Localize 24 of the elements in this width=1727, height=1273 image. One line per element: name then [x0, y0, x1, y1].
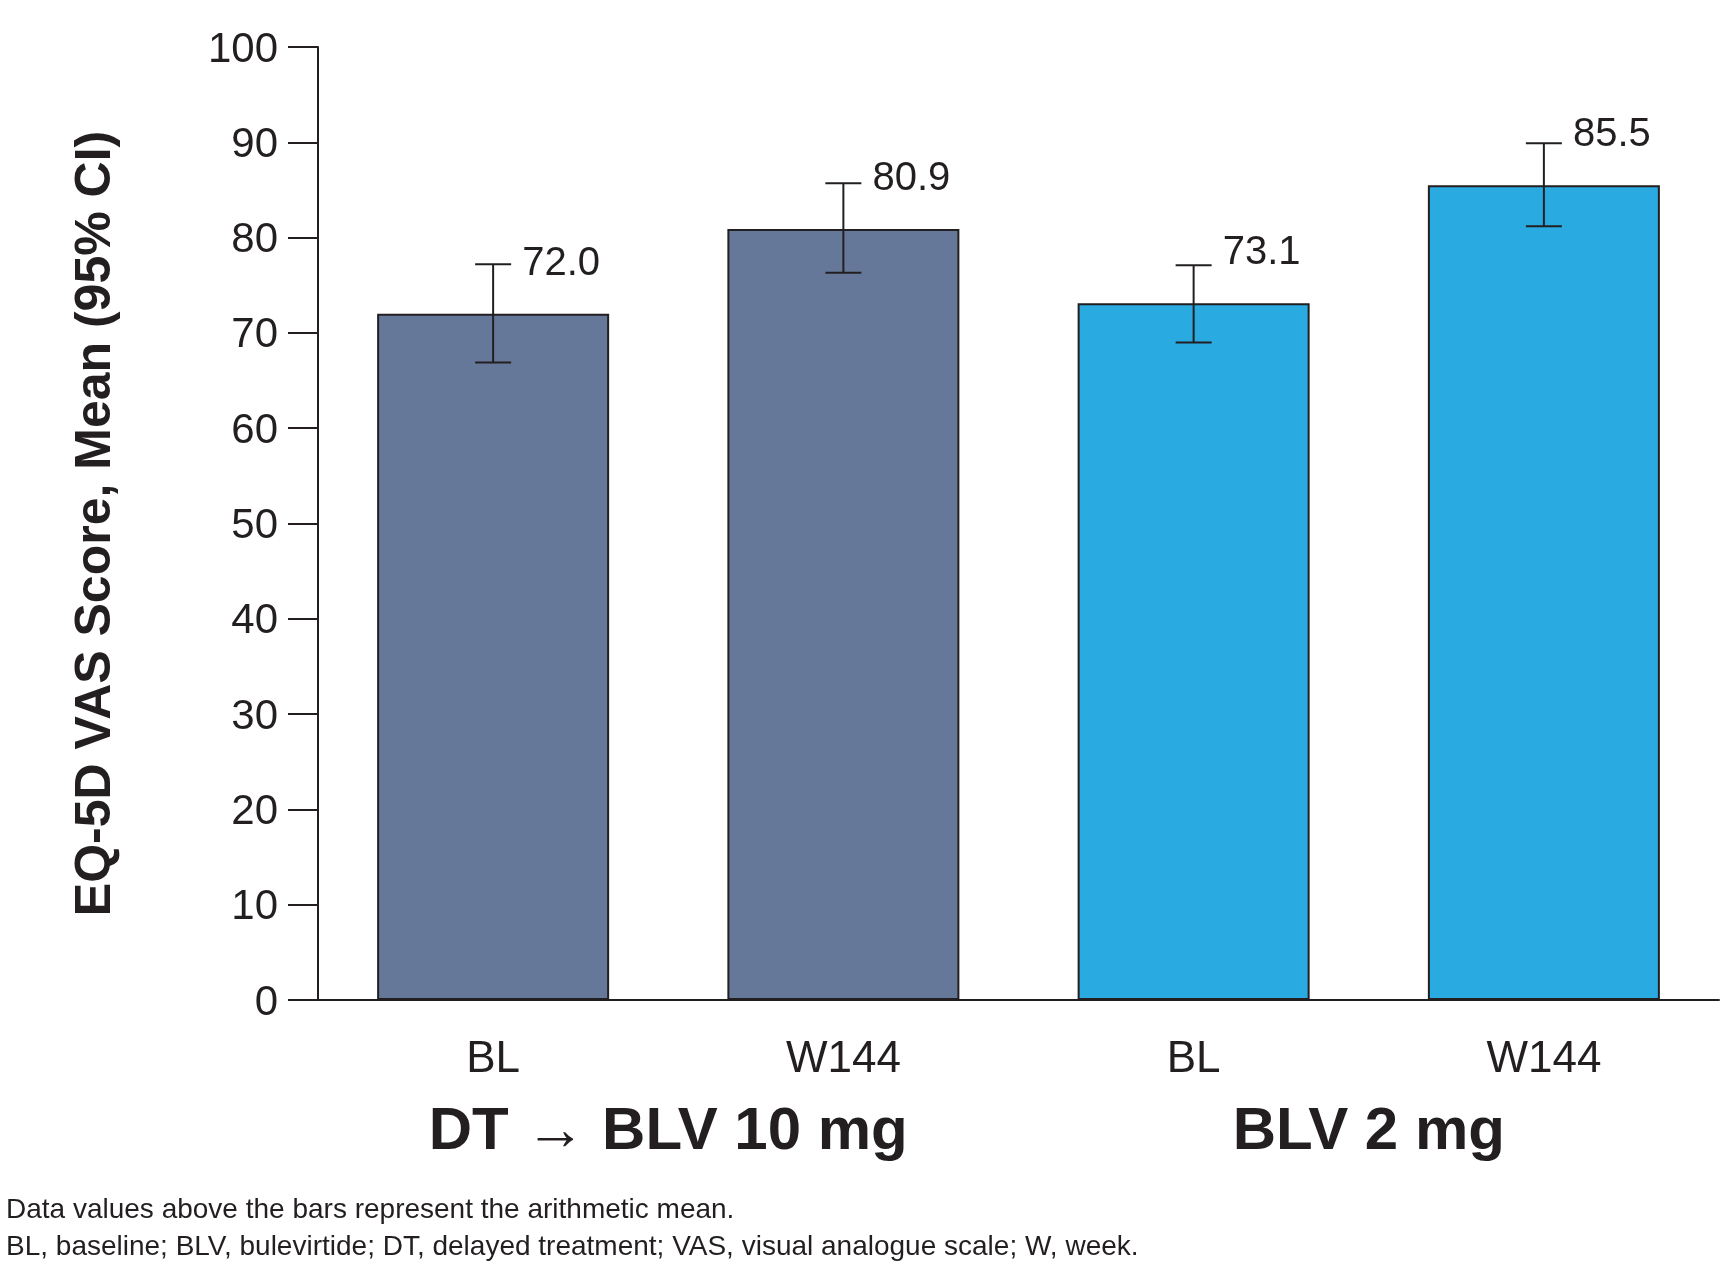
y-tick-label: 20 — [231, 785, 278, 833]
y-tick-label: 30 — [231, 690, 278, 738]
text: Data values above the bars represent the arithmetic mean. — [6, 1192, 735, 1224]
data-label: 73.1 — [1222, 228, 1301, 273]
y-tick-label: 100 — [207, 23, 278, 71]
text: DT → BLV 10 mg — [428, 1094, 908, 1162]
x-tick-label: W144 — [1486, 1031, 1602, 1081]
y-tick-label: 60 — [231, 404, 278, 452]
y-tick-label: 0 — [254, 976, 278, 1024]
text: BLV 2 mg — [1232, 1094, 1505, 1162]
x-tick-label: BL — [466, 1031, 521, 1081]
y-tick-label: 40 — [231, 595, 278, 643]
y-tick-label: 70 — [231, 309, 278, 357]
x-tick-label: W144 — [785, 1031, 901, 1081]
y-tick-label: 10 — [231, 881, 278, 929]
data-label: 80.9 — [872, 154, 951, 199]
data-label: 85.5 — [1572, 110, 1651, 155]
y-tick-label: 80 — [231, 214, 278, 262]
data-label: 72.0 — [522, 238, 601, 283]
y-axis-title: EQ-5D VAS Score, Mean (95% CI) — [65, 130, 121, 917]
x-tick-label: BL — [1166, 1031, 1221, 1081]
text: BL, baseline; BLV, bulevirtide; DT, delayed treatment; VAS, visual analogue scale; W, week. — [6, 1229, 1139, 1261]
y-tick-label: 90 — [231, 118, 278, 166]
y-tick-label: 50 — [231, 500, 278, 547]
